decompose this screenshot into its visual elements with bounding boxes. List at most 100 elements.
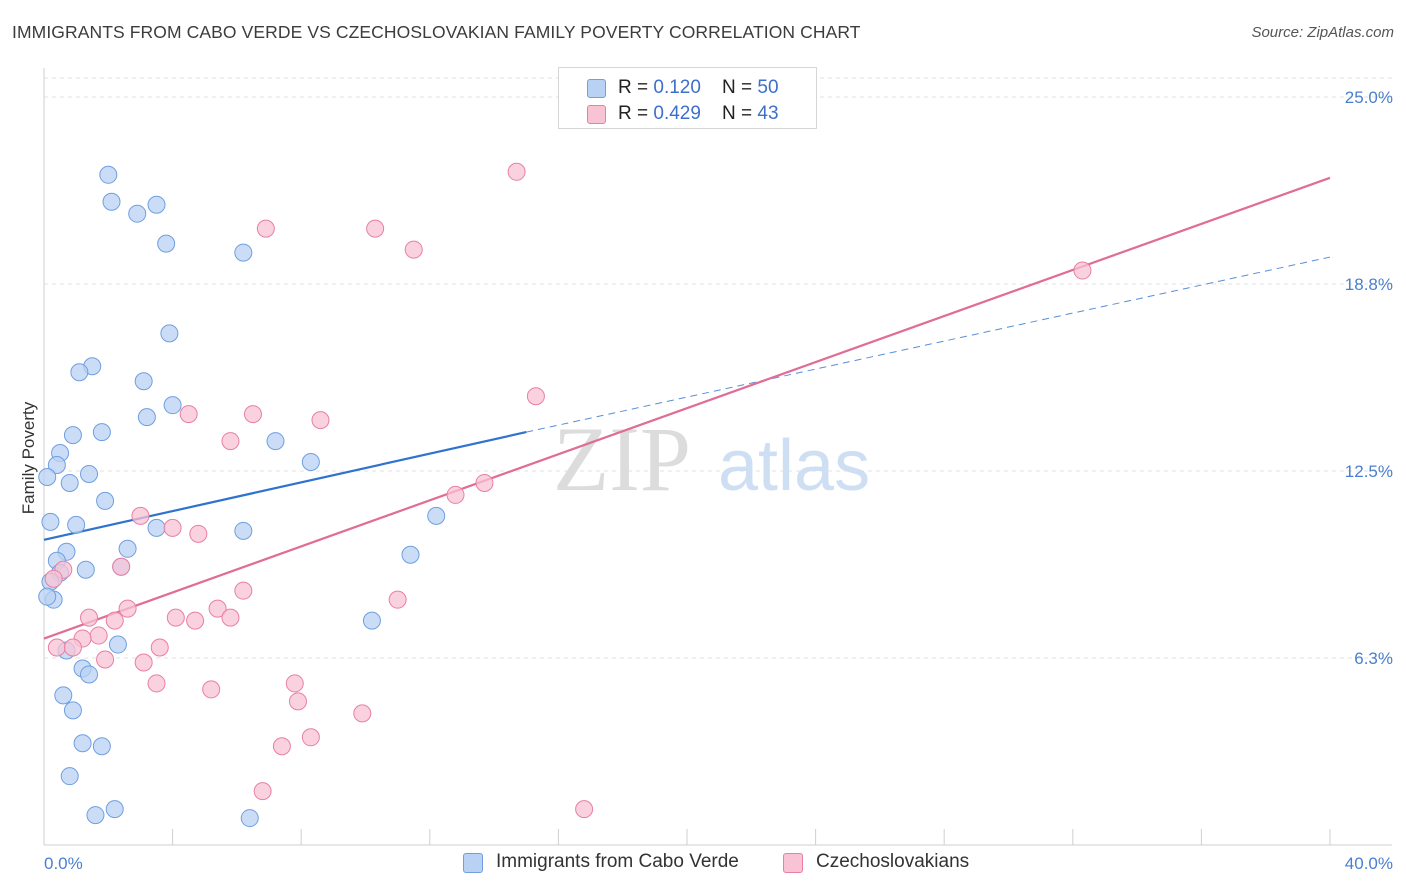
trend-line-extension (526, 256, 1331, 433)
chart-title: IMMIGRANTS FROM CABO VERDE VS CZECHOSLOV… (12, 22, 861, 42)
data-point (266, 432, 285, 451)
data-point (102, 192, 121, 211)
data-point (108, 635, 127, 654)
data-point (166, 608, 185, 627)
data-point (44, 569, 63, 588)
y-tick-label: 6.3% (1354, 649, 1393, 668)
legend-label: Czechoslovakians (816, 851, 970, 872)
y-tick-label: 25.0% (1345, 88, 1393, 107)
data-point (80, 464, 99, 483)
watermark-zip: ZIP (553, 408, 691, 510)
data-point (63, 638, 82, 657)
data-point (99, 165, 118, 184)
n-label: N = (722, 103, 758, 124)
grid-lines (44, 77, 1392, 659)
data-point (60, 473, 79, 492)
data-point (96, 491, 115, 510)
data-point (507, 162, 526, 181)
data-point (475, 473, 494, 492)
data-point (446, 485, 465, 504)
data-point (118, 539, 137, 558)
data-point (285, 674, 304, 693)
r-value: 0.429 (653, 103, 701, 124)
data-point (147, 518, 166, 537)
data-point (128, 204, 147, 223)
data-point (73, 734, 92, 753)
data-point (272, 737, 291, 756)
data-point (67, 515, 86, 534)
data-point (160, 324, 179, 343)
data-point (63, 426, 82, 445)
data-point (234, 243, 253, 262)
data-point (76, 560, 95, 579)
data-point (253, 782, 272, 801)
data-point (80, 608, 99, 627)
n-value: 50 (757, 77, 779, 98)
n-value: 43 (757, 103, 779, 124)
data-point (301, 453, 320, 472)
data-point (38, 587, 57, 606)
data-point (163, 396, 182, 415)
legend-swatch-blue (463, 853, 483, 873)
data-point (301, 728, 320, 747)
data-point (96, 650, 115, 669)
data-point (41, 512, 60, 531)
data-point (147, 674, 166, 693)
data-point (1073, 261, 1092, 280)
data-point (118, 599, 137, 618)
data-point (92, 423, 111, 442)
correlation-legend: R = 0.120 N = 50 R = 0.429 N = 43 (558, 67, 817, 129)
data-point (202, 680, 221, 699)
legend-swatch-blue (587, 79, 606, 98)
data-point (526, 387, 545, 406)
y-tick-label: 18.8% (1345, 275, 1393, 294)
data-point (256, 219, 275, 238)
data-point (134, 372, 153, 391)
data-point (234, 521, 253, 540)
data-point (47, 638, 66, 657)
data-point (575, 800, 594, 819)
data-point (427, 506, 446, 525)
data-point (189, 524, 208, 543)
y-axis-label: Family Poverty (19, 401, 38, 514)
y-tick-label: 12.5% (1345, 462, 1393, 481)
data-point (388, 590, 407, 609)
data-point (353, 704, 372, 723)
data-point (70, 363, 89, 382)
data-point (163, 518, 182, 537)
data-point (60, 767, 79, 786)
data-point (150, 638, 169, 657)
x-tick-label: 40.0% (1345, 854, 1393, 873)
data-point (311, 411, 330, 430)
data-point (404, 240, 423, 259)
data-point (243, 405, 262, 424)
data-point (179, 405, 198, 424)
data-point (234, 581, 253, 600)
data-point (362, 611, 381, 630)
trend-lines (43, 176, 1331, 640)
data-point (288, 692, 307, 711)
data-point (221, 608, 240, 627)
data-point (131, 506, 150, 525)
data-point (38, 467, 57, 486)
n-label: N = (722, 77, 758, 98)
x-tick-label: 0.0% (44, 854, 83, 873)
watermark: ZIP atlas (553, 408, 870, 510)
data-point (221, 432, 240, 451)
source-label: Source: ZipAtlas.com (1251, 24, 1394, 41)
data-point (105, 800, 124, 819)
data-point (366, 219, 385, 238)
legend-swatch-pink (587, 105, 606, 124)
data-point (80, 665, 99, 684)
data-point (89, 626, 108, 645)
data-point (147, 195, 166, 214)
data-points (38, 162, 1092, 828)
data-point (47, 456, 66, 475)
data-point (186, 611, 205, 630)
legend-label: Immigrants from Cabo Verde (496, 851, 739, 872)
data-point (208, 599, 227, 618)
data-point (134, 653, 153, 672)
y-tick-labels: 6.3% 12.5% 18.8% 25.0% (1345, 88, 1393, 668)
data-point (157, 234, 176, 253)
